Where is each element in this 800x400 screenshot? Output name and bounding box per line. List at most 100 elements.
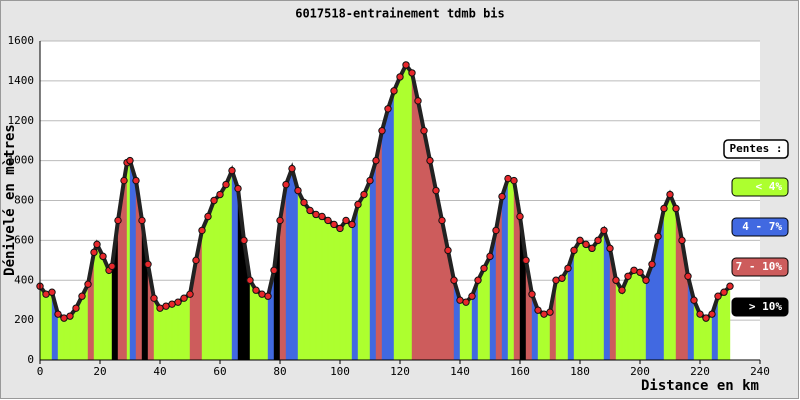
- profile-point: [414, 97, 422, 105]
- slope-segment: [201, 216, 209, 361]
- x-tick-label: 180: [570, 365, 590, 378]
- profile-point: [216, 190, 224, 199]
- profile-point: [420, 127, 428, 135]
- profile-point: [684, 272, 692, 280]
- slope-segment: [339, 219, 347, 361]
- x-tick-label: 80: [273, 365, 286, 378]
- profile-point: [690, 296, 698, 304]
- slope-segment: [417, 100, 425, 361]
- profile-point: [552, 276, 560, 284]
- profile-point: [144, 260, 152, 268]
- profile-point: [426, 156, 434, 165]
- profile-point: [198, 226, 206, 235]
- slope-segment: [723, 285, 731, 361]
- slope-segment: [129, 160, 137, 361]
- profile-point: [726, 282, 734, 290]
- y-tick-label: 200: [14, 313, 34, 326]
- profile-point: [594, 236, 602, 245]
- profile-point: [660, 204, 668, 213]
- profile-point: [99, 252, 107, 261]
- legend-swatch: [731, 177, 789, 197]
- slope-segment: [381, 108, 389, 361]
- slope-segment: [159, 305, 167, 361]
- profile-point: [678, 236, 686, 245]
- slope-segment: [357, 193, 365, 361]
- slope-segment: [165, 303, 173, 361]
- slope-segment: [393, 76, 401, 361]
- profile-point: [528, 290, 536, 298]
- profile-points: [36, 61, 734, 322]
- profile-point: [42, 290, 50, 298]
- slope-segment: [93, 244, 98, 361]
- slope-segment: [627, 269, 635, 361]
- profile-point: [612, 276, 620, 284]
- x-tick-label: 240: [750, 365, 770, 378]
- x-tick-label: 60: [213, 365, 226, 378]
- profile-point: [210, 196, 218, 205]
- x-tick-label: 160: [510, 365, 530, 378]
- profile-point: [108, 262, 116, 270]
- profile-point: [558, 274, 566, 282]
- profile-point: [66, 312, 74, 320]
- y-tick-label: 1600: [8, 34, 35, 47]
- slope-segment: [639, 271, 647, 361]
- profile-point: [168, 300, 176, 308]
- slope-segment: [405, 64, 413, 361]
- profile-point: [522, 256, 530, 265]
- profile-point: [150, 294, 158, 302]
- profile-point: [330, 220, 338, 229]
- profile-point: [516, 212, 524, 221]
- profile-point: [276, 216, 284, 225]
- slope-segment: [561, 267, 569, 361]
- profile-point: [204, 212, 212, 221]
- profile-point: [714, 292, 722, 300]
- profile-point: [546, 308, 554, 316]
- profile-point: [264, 292, 272, 300]
- profile-point: [78, 292, 86, 300]
- x-axis-label: Distance en km: [641, 378, 759, 394]
- slope-segment: [219, 183, 227, 361]
- profile-point: [162, 302, 170, 310]
- profile-point: [318, 212, 326, 221]
- profile-point: [630, 266, 638, 274]
- profile-point: [666, 190, 674, 199]
- slope-segment: [717, 291, 725, 361]
- slope-segment: [126, 160, 131, 361]
- slope-segment: [573, 239, 581, 361]
- profile-point: [534, 306, 542, 314]
- slope-segment: [597, 229, 605, 361]
- profile-point: [570, 246, 578, 255]
- y-axis-label: Dénivelé en mètres: [2, 124, 18, 276]
- profile-point: [672, 204, 680, 213]
- x-tick-label: 100: [330, 365, 350, 378]
- x-tick-label: 120: [390, 365, 410, 378]
- profile-point: [432, 186, 440, 195]
- profile-point: [132, 176, 140, 185]
- profile-point: [600, 226, 608, 235]
- legend-swatch: [731, 217, 789, 237]
- slope-segment: [669, 194, 677, 361]
- profile-point: [54, 310, 62, 318]
- profile-point: [456, 296, 464, 304]
- slope-segment: [411, 72, 419, 361]
- legend-title-box: [723, 139, 789, 159]
- profile-point: [90, 248, 98, 257]
- profile-point: [324, 216, 332, 225]
- legend-title: Pentes :: [730, 142, 783, 155]
- profile-point: [438, 216, 446, 225]
- x-tick-label: 0: [37, 365, 44, 378]
- profile-point: [468, 292, 476, 300]
- profile-point: [444, 246, 452, 255]
- profile-point: [480, 264, 488, 272]
- slope-segment: [108, 265, 113, 361]
- profile-point: [702, 314, 710, 322]
- slope-segment: [45, 291, 53, 361]
- slope-segment: [96, 244, 104, 361]
- profile-point: [288, 164, 296, 173]
- profile-point: [504, 174, 512, 183]
- y-tick-label: 1400: [8, 74, 35, 87]
- slope-segment: [213, 194, 221, 361]
- profile-point: [126, 156, 134, 165]
- slope-segment: [183, 293, 191, 361]
- profile-point: [696, 310, 704, 318]
